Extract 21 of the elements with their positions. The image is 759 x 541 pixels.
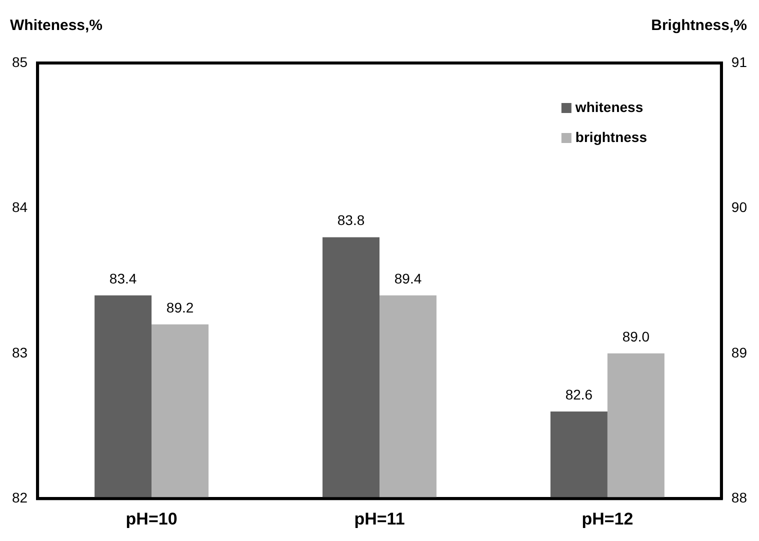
- data-label: 83.4: [109, 270, 137, 286]
- y2-tick-label: 91: [731, 54, 748, 70]
- data-label: 89.4: [394, 270, 422, 286]
- data-label: 82.6: [565, 386, 593, 402]
- data-label: 89.0: [622, 328, 650, 344]
- y-axis-title: Whiteness,%: [10, 17, 103, 34]
- legend-label: whiteness: [574, 98, 644, 115]
- y2-tick-label: 88: [731, 489, 748, 506]
- x-tick-label: pH=11: [354, 509, 405, 528]
- x-tick-label: pH=10: [126, 509, 178, 528]
- data-label: 83.8: [337, 212, 365, 228]
- data-label: 89.2: [166, 299, 194, 316]
- y2-axis-title: Brightness,%: [651, 17, 747, 34]
- legend-label: brightness: [575, 128, 648, 145]
- y-tick-label: 85: [12, 54, 28, 70]
- y-tick-label: 84: [12, 199, 28, 216]
- x-tick-label: pH=12: [582, 509, 634, 528]
- y-tick-label: 82: [12, 489, 28, 506]
- y2-tick-label: 89: [731, 344, 748, 360]
- y2-tick-label: 90: [731, 199, 748, 216]
- y-tick-label: 83: [12, 344, 28, 360]
